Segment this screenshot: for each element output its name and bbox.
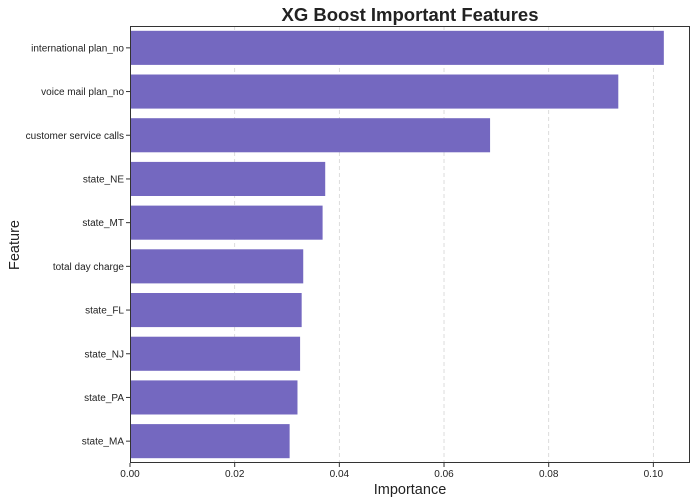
y-tick-label: state_NE xyxy=(83,174,124,185)
bar-total-day-charge xyxy=(130,249,304,284)
y-tick-label: state_MA xyxy=(82,437,125,448)
bar-state-mt xyxy=(130,205,323,240)
y-tick-label: international plan_no xyxy=(31,43,124,54)
x-tick-label: 0.06 xyxy=(434,469,454,480)
x-tick-label: 0.10 xyxy=(644,469,664,480)
y-tick-label: state_NJ xyxy=(85,349,124,360)
x-axis-label: Importance xyxy=(374,482,447,498)
bar-international-plan-no xyxy=(130,30,664,65)
x-tick-label: 0.08 xyxy=(539,469,559,480)
x-tick-label: 0.04 xyxy=(330,469,350,480)
chart-title: XG Boost Important Features xyxy=(282,4,539,25)
y-tick-label: state_MT xyxy=(82,218,124,229)
bar-state-pa xyxy=(130,380,298,415)
bar-state-nj xyxy=(130,336,301,371)
bar-voice-mail-plan-no xyxy=(130,74,619,109)
bar-state-ne xyxy=(130,161,326,196)
bar-state-ma xyxy=(130,424,290,459)
y-tick-label: voice mail plan_no xyxy=(41,87,124,98)
bar-state-fl xyxy=(130,293,302,328)
x-tick-labels: 0.00 0.02 0.04 0.06 0.08 0.10 xyxy=(120,463,664,480)
bars xyxy=(130,30,664,459)
y-tick-label: state_PA xyxy=(84,393,124,404)
y-axis-label: Feature xyxy=(7,220,23,270)
y-tick-label: customer service calls xyxy=(26,131,124,142)
y-tick-label: total day charge xyxy=(53,262,125,273)
x-tick-label: 0.00 xyxy=(120,469,140,480)
x-tick-label: 0.02 xyxy=(225,469,245,480)
y-tick-label: state_FL xyxy=(85,306,124,317)
bar-customer-service-calls xyxy=(130,118,491,153)
plot-frame xyxy=(130,26,690,463)
